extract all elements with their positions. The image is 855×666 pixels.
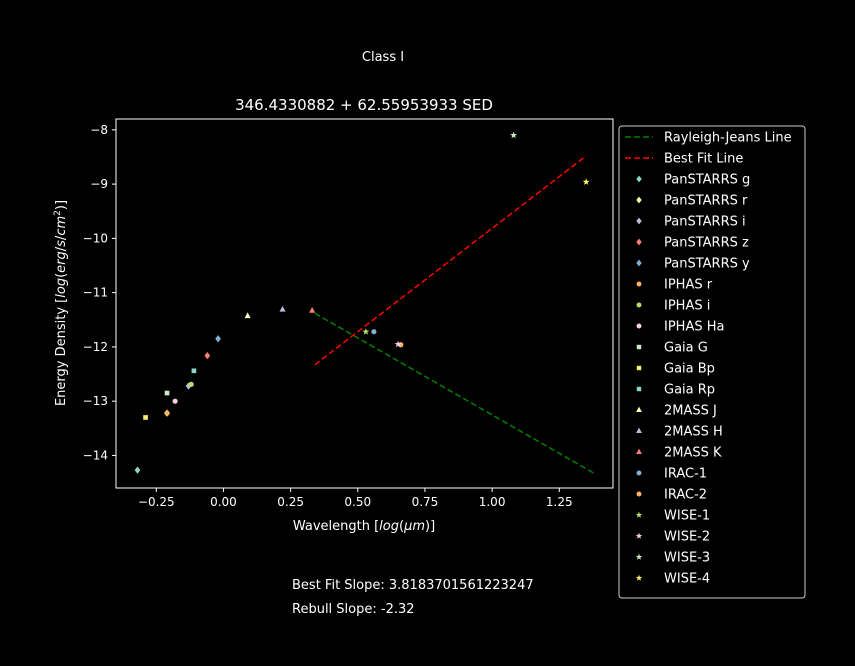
legend-marker-swatch <box>636 344 642 350</box>
x-tick-label: −0.25 <box>138 495 175 509</box>
legend-marker-swatch <box>635 574 643 581</box>
plot-area: −0.25 0.00 0.25 0.50 0.75 1.00 1.25 −14 −13 −12 −1… <box>83 118 614 509</box>
y-tick-label: −11 <box>83 286 108 300</box>
point-gaia-g <box>164 390 170 396</box>
legend-label: IRAC-1 <box>664 467 707 482</box>
point-2mass-k <box>309 306 316 313</box>
point-wise-2 <box>394 340 402 348</box>
y-axis-label: Energy Density [log(erg/s/cm2)] <box>53 200 69 406</box>
point-panstarrs-z <box>204 351 211 360</box>
x-tick-label: 0.00 <box>210 495 237 509</box>
best-fit-slope-note: Best Fit Slope: 3.8183701561223247 <box>292 578 534 593</box>
y-tick-label: −12 <box>83 340 108 354</box>
legend-label: IRAC-2 <box>664 488 707 503</box>
axes-frame <box>115 118 614 489</box>
legend-label: Rayleigh-Jeans Line <box>664 131 792 146</box>
y-tick-label: −8 <box>90 123 108 137</box>
legend-label: Best Fit Line <box>664 152 743 167</box>
legend-label: Gaia G <box>664 341 708 356</box>
legend-marker-swatch <box>636 406 642 413</box>
legend-marker-swatch <box>636 217 642 225</box>
legend-marker-swatch <box>636 448 642 455</box>
legend-marker-swatch <box>636 259 642 267</box>
figure-suptitle: Class I <box>362 50 404 65</box>
legend-box <box>618 125 806 599</box>
point-wise-3 <box>510 131 518 139</box>
x-tick-label: 1.00 <box>479 495 506 509</box>
legend-marker-swatch <box>636 175 642 183</box>
x-tick-label: 0.25 <box>277 495 304 509</box>
point-wise-1 <box>362 328 370 335</box>
legend-label: WISE-4 <box>664 572 710 587</box>
legend-label: IPHAS i <box>664 299 710 314</box>
legend-label: 2MASS K <box>664 446 722 461</box>
x-tick-label: 1.25 <box>546 495 573 509</box>
y-tick-label: −14 <box>83 448 108 462</box>
legend-marker-swatch <box>636 323 642 329</box>
point-iphas-r <box>164 410 170 416</box>
legend-marker-swatch <box>636 386 642 392</box>
legend-label: IPHAS r <box>664 278 713 293</box>
legend-label: WISE-3 <box>664 551 710 566</box>
legend-label: Gaia Bp <box>664 362 715 377</box>
legend-label: 2MASS H <box>664 425 723 440</box>
legend-marker-swatch <box>636 491 642 497</box>
point-wise-4 <box>582 178 590 185</box>
point-gaia-bp <box>143 415 148 420</box>
legend-label: 2MASS J <box>664 404 717 419</box>
x-tick-label: 0.50 <box>344 495 371 509</box>
point-2mass-h <box>279 305 286 312</box>
x-axis-label: Wavelength [log(μm)] <box>293 519 435 534</box>
legend-label: IPHAS Ha <box>664 320 724 335</box>
point-gaia-rp <box>191 368 197 374</box>
legend-marker-swatch <box>636 470 642 476</box>
legend-label: PanSTARRS r <box>664 194 748 209</box>
legend-marker-swatch <box>636 365 642 371</box>
svg-text:Energy Density [log(erg/s/cm2): Energy Density [log(erg/s/cm2)] <box>53 200 69 406</box>
rebull-slope-note: Rebull Slope: -2.32 <box>292 602 415 617</box>
legend-label: PanSTARRS y <box>664 257 750 272</box>
point-iphas-i <box>188 381 194 387</box>
legend-marker-swatch <box>636 427 642 434</box>
chart-title: 346.4330882 + 62.55953933 SED <box>235 96 493 114</box>
rayleigh-jeans-line-line <box>314 312 595 474</box>
point-irac-1 <box>371 329 377 335</box>
point-panstarrs-g <box>134 466 141 474</box>
legend-marker-swatch <box>635 511 643 518</box>
svg-text:Wavelength [log(μm)]: Wavelength [log(μm)] <box>293 519 435 534</box>
legend-marker-swatch <box>636 302 642 308</box>
legend-marker-swatch <box>636 196 642 204</box>
legend-label: PanSTARRS g <box>664 173 750 188</box>
y-tick-label: −10 <box>83 231 108 245</box>
legend-label: WISE-1 <box>664 509 710 524</box>
best-fit-line-line <box>314 155 587 366</box>
legend-marker-swatch <box>636 281 642 287</box>
y-tick-label: −9 <box>90 177 108 191</box>
point-iphas-ha <box>172 398 178 404</box>
y-tick-label: −13 <box>83 394 108 408</box>
legend: Rayleigh-Jeans Line Best Fit Line PanSTARR… <box>618 125 806 599</box>
x-tick-label: 0.75 <box>412 495 439 509</box>
point-panstarrs-y <box>215 335 221 343</box>
legend-label: PanSTARRS i <box>664 215 746 230</box>
legend-marker-swatch <box>635 553 643 560</box>
legend-label: PanSTARRS z <box>664 236 749 251</box>
legend-marker-swatch <box>636 238 642 246</box>
legend-marker-swatch <box>635 532 643 539</box>
legend-label: WISE-2 <box>664 530 710 545</box>
point-2mass-j <box>244 312 251 319</box>
legend-label: Gaia Rp <box>664 383 715 398</box>
